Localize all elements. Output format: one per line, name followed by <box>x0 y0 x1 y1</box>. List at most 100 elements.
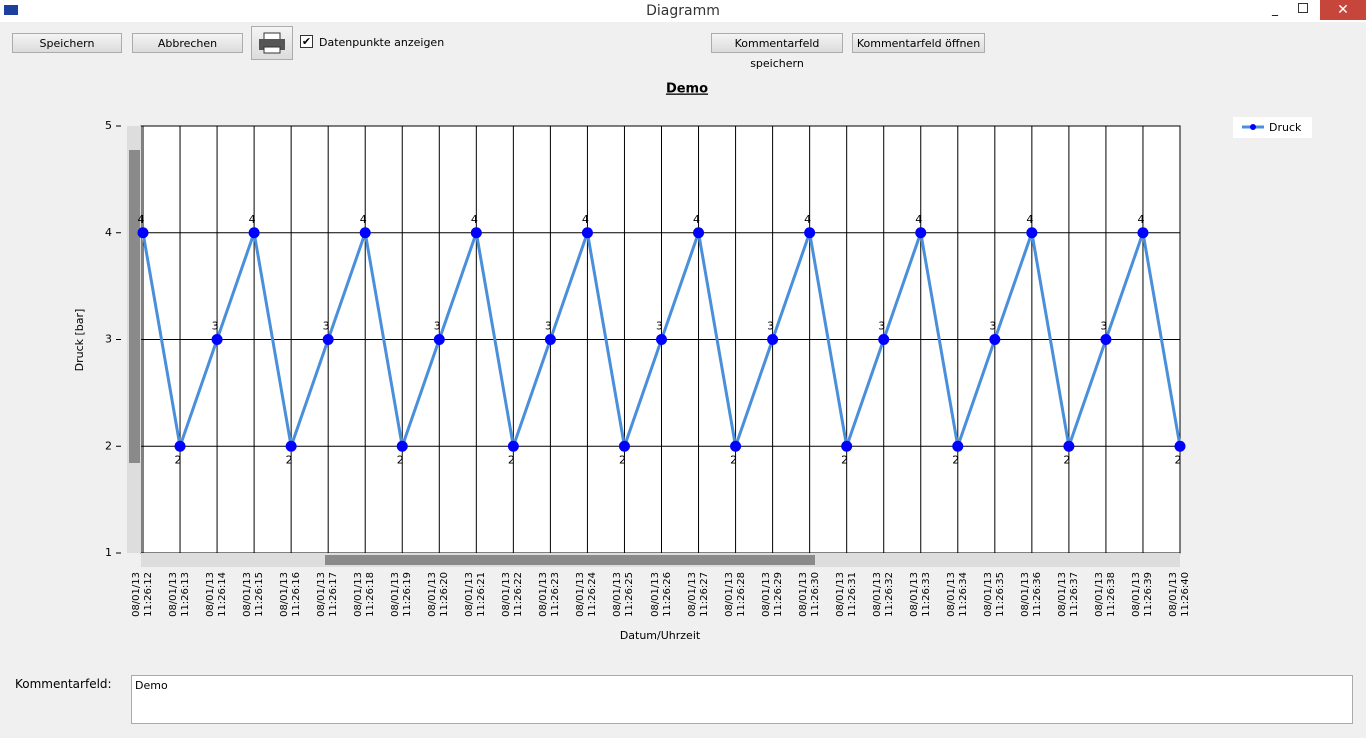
data-point <box>952 440 964 452</box>
minimize-button[interactable]: _ <box>1272 2 1278 16</box>
y-tick-label: 1 <box>105 546 112 559</box>
data-point <box>618 440 630 452</box>
x-tick-label: 08/01/13 11:26:17 <box>316 572 340 617</box>
data-point <box>470 227 482 239</box>
y-tick-label: 3 <box>105 333 112 346</box>
x-tick-label: 08/01/13 11:26:19 <box>390 572 414 617</box>
data-label: 3 <box>878 320 885 333</box>
data-label: 2 <box>1063 453 1070 466</box>
data-label: 4 <box>915 213 922 226</box>
x-tick-label: 08/01/13 11:26:24 <box>575 572 599 617</box>
x-tick-label: 08/01/13 11:26:12 <box>131 572 154 617</box>
x-tick-label: 08/01/13 11:26:32 <box>871 572 895 617</box>
x-tick-label: 08/01/13 11:26:23 <box>538 572 562 617</box>
save-button[interactable]: Speichern <box>12 33 122 53</box>
data-point <box>211 334 223 345</box>
x-tick-label: 08/01/13 11:26:37 <box>1056 572 1080 617</box>
x-tick-label: 08/01/13 11:26:21 <box>464 572 488 617</box>
data-point <box>174 440 186 452</box>
x-tick-label: 08/01/13 11:26:34 <box>945 572 969 617</box>
x-tick-label: 08/01/13 11:26:40 <box>1168 572 1191 617</box>
data-point <box>1026 227 1038 239</box>
comment-label: Kommentarfeld: <box>15 677 112 691</box>
y-tick-label: 4 <box>105 226 112 239</box>
comment-field[interactable]: Demo <box>131 675 1353 724</box>
close-button[interactable]: ✕ <box>1320 0 1366 20</box>
data-label: 2 <box>175 453 182 466</box>
x-tick-label: 08/01/13 11:26:33 <box>908 572 932 617</box>
x-tick-label: 08/01/13 11:26:27 <box>686 572 710 617</box>
data-point <box>285 440 297 452</box>
x-axis-title: Datum/Uhrzeit <box>620 629 701 642</box>
restore-button[interactable] <box>1298 3 1308 13</box>
x-tick-label: 08/01/13 11:26:30 <box>797 572 821 617</box>
x-tick-label: 08/01/13 11:26:28 <box>723 572 747 617</box>
data-point <box>989 334 1001 345</box>
data-point <box>1174 440 1186 452</box>
open-comment-button[interactable]: Kommentarfeld öffnen <box>852 33 985 53</box>
title-bar: Diagramm _ ✕ <box>0 0 1366 22</box>
data-label: 3 <box>1100 320 1107 333</box>
data-point <box>878 334 890 345</box>
cancel-button[interactable]: Abbrechen <box>132 33 243 53</box>
data-label: 3 <box>545 320 552 333</box>
data-label: 3 <box>767 320 774 333</box>
y-tick-label: 5 <box>105 119 112 132</box>
y-tick-label: 2 <box>105 439 112 452</box>
h-scroll-thumb <box>325 555 815 565</box>
data-label: 4 <box>1137 213 1144 226</box>
data-label: 4 <box>582 213 589 226</box>
app-icon <box>4 5 18 15</box>
data-point <box>322 334 334 345</box>
data-label: 2 <box>508 453 515 466</box>
data-label: 2 <box>730 453 737 466</box>
data-label: 3 <box>212 320 219 333</box>
y-axis-title: Druck [bar] <box>73 309 86 372</box>
print-button[interactable] <box>251 26 293 60</box>
save-comment-button[interactable]: Kommentarfeld speichern <box>711 33 843 70</box>
data-point <box>915 227 927 239</box>
chart: Demo Druck [bar] Datum/Uhrzeit 4 2 3 4 2 3 4 2 3… <box>73 82 1312 642</box>
x-tick-label: 08/01/13 11:26:14 <box>205 572 229 617</box>
x-tick-label: 08/01/13 11:26:39 <box>1130 572 1154 617</box>
data-point <box>767 334 779 345</box>
data-point <box>137 227 149 239</box>
data-label: 2 <box>397 453 404 466</box>
window-title: Diagramm <box>646 3 720 19</box>
data-point <box>359 227 371 239</box>
x-tick-label: 08/01/13 11:26:36 <box>1019 572 1043 617</box>
data-label: 4 <box>471 213 478 226</box>
data-point <box>581 227 593 239</box>
data-label: 2 <box>286 453 293 466</box>
data-point <box>1137 227 1149 239</box>
x-tick-label: 08/01/13 11:26:35 <box>982 572 1006 617</box>
data-label: 4 <box>693 213 700 226</box>
data-point <box>248 227 260 239</box>
chart-title: Demo <box>666 82 708 97</box>
x-tick-label: 08/01/13 11:26:20 <box>427 572 451 617</box>
x-tick-label: 08/01/13 11:26:26 <box>649 572 673 617</box>
data-label: 4 <box>249 213 256 226</box>
data-point <box>804 227 816 239</box>
data-label: 4 <box>1026 213 1033 226</box>
data-point <box>693 227 705 239</box>
data-point <box>433 334 445 345</box>
x-tick-label: 08/01/13 11:26:22 <box>501 572 525 617</box>
data-label: 2 <box>1175 453 1182 466</box>
checkbox-label[interactable]: Datenpunkte anzeigen <box>319 36 445 49</box>
data-label: 4 <box>138 213 145 226</box>
print-icon <box>259 32 285 54</box>
legend-marker <box>1250 124 1256 130</box>
data-label: 3 <box>989 320 996 333</box>
data-point <box>1063 440 1075 452</box>
data-label: 3 <box>656 320 663 333</box>
data-label: 3 <box>323 320 330 333</box>
data-point <box>544 334 556 345</box>
x-tick-label: 08/01/13 11:26:13 <box>168 572 192 617</box>
x-tick-label: 08/01/13 11:26:29 <box>760 572 784 617</box>
checkbox[interactable]: ✔ <box>300 35 313 48</box>
x-tick-label: 08/01/13 11:26:25 <box>612 572 636 617</box>
data-label: 3 <box>434 320 441 333</box>
data-label: 4 <box>360 213 367 226</box>
